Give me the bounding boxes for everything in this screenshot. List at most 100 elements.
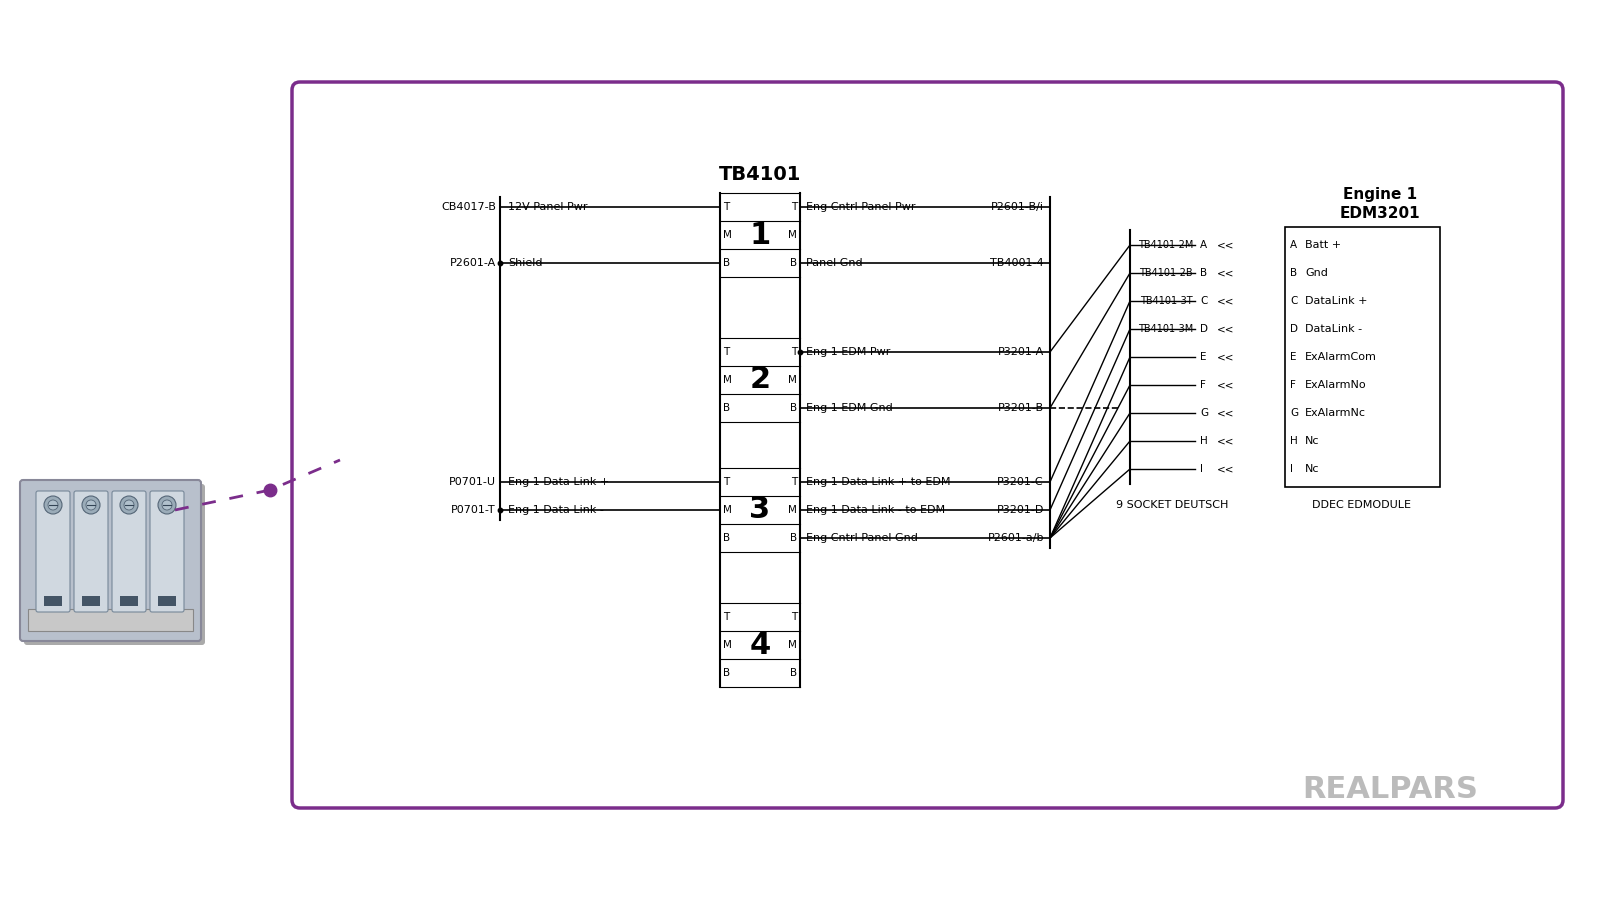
Text: T: T [723, 612, 730, 622]
Text: A: A [1200, 240, 1206, 250]
Bar [1285, 227, 1440, 487]
Text: T: T [790, 612, 797, 622]
Text: <<: << [1218, 268, 1235, 278]
Text: Eng 1 Data Link + to EDM: Eng 1 Data Link + to EDM [806, 477, 950, 487]
Text: ExAlarmCom: ExAlarmCom [1306, 352, 1378, 362]
Text: Eng 1 Data Link - to EDM: Eng 1 Data Link - to EDM [806, 505, 946, 515]
Text: F: F [1200, 380, 1206, 390]
FancyBboxPatch shape [112, 491, 146, 612]
Text: A: A [1290, 240, 1298, 250]
Text: P0701-T: P0701-T [451, 505, 496, 515]
Text: H: H [1290, 436, 1298, 446]
Text: B: B [790, 258, 797, 268]
Text: B: B [723, 533, 730, 543]
Circle shape [82, 496, 99, 514]
Text: Eng 1 Data Link +: Eng 1 Data Link + [509, 477, 610, 487]
Text: 2: 2 [749, 365, 771, 394]
FancyBboxPatch shape [150, 491, 184, 612]
Circle shape [45, 496, 62, 514]
Text: B: B [723, 403, 730, 413]
Text: TB4101-3T: TB4101-3T [1141, 296, 1194, 306]
Circle shape [120, 496, 138, 514]
Text: G: G [1200, 408, 1208, 418]
Text: T: T [790, 202, 797, 212]
Text: ExAlarmNc: ExAlarmNc [1306, 408, 1366, 418]
Bar [158, 596, 176, 606]
Text: <<: << [1218, 296, 1235, 306]
Text: TB4101-2B: TB4101-2B [1139, 268, 1194, 278]
Text: <<: << [1218, 436, 1235, 446]
Text: 3: 3 [749, 496, 771, 525]
Text: B: B [790, 668, 797, 678]
Text: B: B [723, 258, 730, 268]
Circle shape [48, 500, 58, 510]
Text: D: D [1200, 324, 1208, 334]
Text: <<: << [1218, 240, 1235, 250]
Text: C: C [1200, 296, 1208, 306]
Text: Nc: Nc [1306, 436, 1320, 446]
Text: B: B [790, 533, 797, 543]
Text: TB4001-4: TB4001-4 [990, 258, 1043, 268]
Text: Gnd: Gnd [1306, 268, 1328, 278]
Text: T: T [723, 202, 730, 212]
Text: DataLink -: DataLink - [1306, 324, 1362, 334]
Circle shape [86, 500, 96, 510]
Text: I: I [1290, 464, 1293, 474]
Text: B: B [723, 668, 730, 678]
Text: E: E [1200, 352, 1206, 362]
Text: P2601-a/b: P2601-a/b [987, 533, 1043, 543]
Text: M: M [723, 640, 731, 650]
Text: H: H [1200, 436, 1208, 446]
Text: E: E [1290, 352, 1296, 362]
Text: Panel Gnd: Panel Gnd [806, 258, 862, 268]
Text: Eng Cntrl Panel Pwr: Eng Cntrl Panel Pwr [806, 202, 915, 212]
Text: <<: << [1218, 324, 1235, 334]
Bar [82, 596, 99, 606]
FancyBboxPatch shape [19, 480, 202, 641]
Text: <<: << [1218, 464, 1235, 474]
Text: 12V Panel Pwr: 12V Panel Pwr [509, 202, 587, 212]
Text: Eng 1 EDM Pwr: Eng 1 EDM Pwr [806, 347, 890, 357]
Text: F: F [1290, 380, 1296, 390]
Text: M: M [789, 640, 797, 650]
Text: P0701-U: P0701-U [450, 477, 496, 487]
Text: M: M [723, 230, 731, 240]
Bar [120, 596, 138, 606]
Text: Eng Cntrl Panel Gnd: Eng Cntrl Panel Gnd [806, 533, 918, 543]
Text: Nc: Nc [1306, 464, 1320, 474]
Text: <<: << [1218, 408, 1235, 418]
Text: <<: << [1218, 352, 1235, 362]
Text: <<: << [1218, 380, 1235, 390]
Text: C: C [1290, 296, 1298, 306]
Text: 9 SOCKET DEUTSCH: 9 SOCKET DEUTSCH [1117, 500, 1229, 510]
Text: Batt +: Batt + [1306, 240, 1341, 250]
Text: T: T [790, 347, 797, 357]
Text: I: I [1200, 464, 1203, 474]
Text: ExAlarmNo: ExAlarmNo [1306, 380, 1366, 390]
Text: 4: 4 [749, 631, 771, 660]
Text: TB4101: TB4101 [718, 166, 802, 184]
Text: M: M [789, 505, 797, 515]
Circle shape [125, 500, 134, 510]
Text: P2601-B/i: P2601-B/i [990, 202, 1043, 212]
Text: Engine 1: Engine 1 [1342, 187, 1418, 202]
FancyBboxPatch shape [35, 491, 70, 612]
Text: DDEC EDMODULE: DDEC EDMODULE [1312, 500, 1411, 510]
Text: T: T [723, 477, 730, 487]
Text: M: M [789, 230, 797, 240]
FancyBboxPatch shape [74, 491, 109, 612]
Circle shape [162, 500, 173, 510]
Text: B: B [790, 403, 797, 413]
Text: T: T [790, 477, 797, 487]
FancyBboxPatch shape [24, 484, 205, 645]
Text: P3201-A: P3201-A [998, 347, 1043, 357]
Text: M: M [789, 375, 797, 385]
Text: EDM3201: EDM3201 [1339, 205, 1421, 220]
Text: Eng 1 EDM Gnd: Eng 1 EDM Gnd [806, 403, 893, 413]
Text: T: T [723, 347, 730, 357]
Text: REALPARS: REALPARS [1302, 776, 1478, 805]
Text: 1: 1 [749, 220, 771, 249]
Text: P3201-D: P3201-D [997, 505, 1043, 515]
Text: B: B [1200, 268, 1206, 278]
Text: TB4101-3M: TB4101-3M [1138, 324, 1194, 334]
